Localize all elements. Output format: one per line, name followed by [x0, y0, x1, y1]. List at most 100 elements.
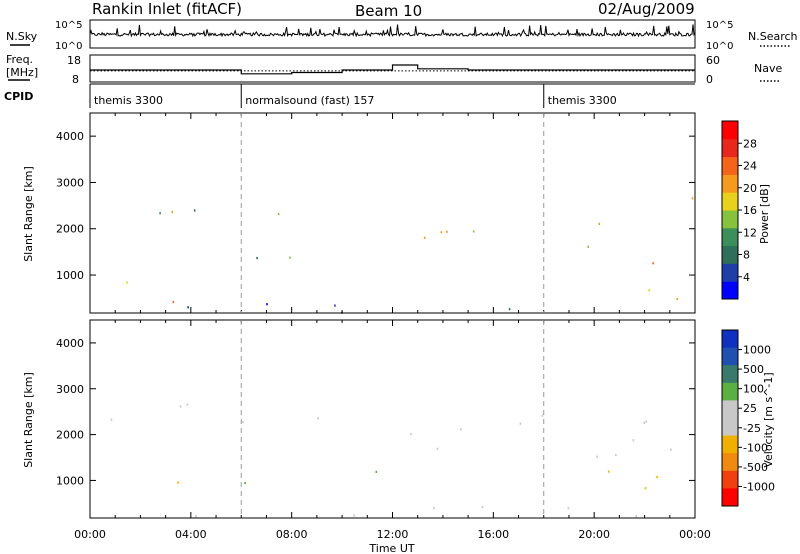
colorbar-swatch	[722, 174, 738, 193]
colorbar-swatch	[722, 330, 738, 349]
velocity-ylabel: Slant Range [km]	[22, 372, 35, 468]
scatter-cell	[433, 507, 435, 510]
velocity-x-axis	[89, 320, 696, 518]
power-ylabel: Slant Range [km]	[22, 166, 35, 262]
colorbar-swatch	[722, 210, 738, 229]
colorbar-swatch	[722, 192, 738, 211]
scatter-cell	[410, 433, 412, 436]
colorbar-tick-label: 8	[743, 249, 750, 262]
scatter-cell	[670, 448, 672, 451]
cpid-segments: themis 3300 normalsound (fast) 157 themis …	[89, 84, 617, 108]
scatter-cell	[436, 447, 439, 450]
scatter-cell	[423, 236, 426, 239]
colorbar-tick-label: -100	[743, 441, 768, 454]
colorbar-tick-label: 100	[743, 383, 764, 396]
scatter-cell	[596, 455, 598, 458]
nsearch-label: N.Search	[748, 30, 798, 43]
scatter-cell	[440, 231, 443, 234]
scatter-cell	[648, 289, 650, 292]
colorbar-swatch	[722, 453, 738, 472]
y-tick-label: 1000	[56, 269, 84, 282]
power-mode-change-lines	[240, 113, 545, 313]
nave-label: Nave	[754, 62, 782, 75]
y-tick-label: 2000	[56, 429, 84, 442]
colorbar-swatch	[722, 121, 738, 140]
x-tick-label: 08:00	[276, 528, 308, 541]
scatter-cell	[567, 507, 570, 510]
colorbar-swatch	[722, 365, 738, 384]
colorbar-tick-label: 1000	[743, 344, 771, 357]
xlabel: Time UT	[368, 542, 414, 554]
colorbar-swatch	[722, 418, 738, 437]
cpid-segment-label: themis 3300	[548, 94, 617, 107]
colorbar-swatch	[722, 382, 738, 401]
colorbar-tick-label: -1000	[743, 480, 775, 493]
x-tick-label: 12:00	[377, 528, 409, 541]
y-tick-label: 2000	[56, 223, 84, 236]
colorbar-tick-label: 24	[743, 160, 757, 173]
nsearch-tick-bottom: 10^0	[706, 41, 733, 52]
scatter-cell	[375, 470, 378, 473]
date-title: 02/Aug/2009	[598, 0, 695, 18]
velocity-scatter	[110, 403, 672, 518]
colorbar-swatch	[722, 281, 738, 300]
scatter-cell	[187, 306, 189, 309]
scatter-cell	[644, 487, 647, 490]
freq-label-1: Freq.	[6, 53, 33, 66]
scatter-cell	[656, 475, 658, 479]
scatter-cell	[645, 420, 647, 423]
scatter-cell	[643, 421, 646, 424]
colorbar-swatch	[722, 263, 738, 282]
colorbar-tick-label: 20	[743, 182, 757, 195]
colorbar-swatch	[722, 227, 738, 247]
velocity-colorbar-label: Velocity [m s^-1]	[762, 372, 775, 467]
colorbar-swatch	[722, 470, 738, 489]
power-panel-frame	[89, 112, 696, 314]
y-tick-label: 1000	[56, 474, 84, 487]
y-tick-label: 4000	[56, 337, 84, 350]
scatter-cell	[632, 439, 635, 442]
cpid-segment-label: themis 3300	[94, 94, 163, 107]
colorbar-tick-label: 16	[743, 204, 757, 217]
colorbar-swatch	[722, 488, 738, 507]
x-tick-label: 00:00	[679, 528, 711, 541]
colorbar-frame	[721, 329, 739, 507]
time-axis-labels: 00:00 04:00 08:00 12:00 16:00 20:00 00:00	[74, 528, 711, 541]
scatter-cell	[172, 300, 175, 304]
scatter-cell	[635, 515, 637, 518]
velocity-colorbar: 1000 500 100 25 -25 -100 -500 -1000	[721, 329, 775, 507]
nsky-label: N.Sky	[6, 30, 38, 43]
scatter-cell	[446, 230, 448, 233]
x-tick-label: 16:00	[477, 528, 509, 541]
scatter-cell	[615, 453, 617, 457]
scatter-cell	[195, 515, 197, 518]
scatter-cell	[481, 506, 484, 509]
scatter-cell	[459, 428, 462, 431]
colorbar-tick-label: 25	[743, 402, 757, 415]
scatter-cell	[277, 212, 280, 216]
y-tick-label: 3000	[56, 176, 84, 189]
freq-tick-top: 18	[67, 54, 81, 67]
colorbar-tick-label: 500	[743, 363, 764, 376]
scatter-cell	[691, 197, 694, 200]
x-tick-label: 04:00	[175, 528, 207, 541]
colorbar-tick-label: -500	[743, 461, 768, 474]
scatter-cell	[179, 405, 182, 408]
velocity-mode-change-lines	[240, 320, 545, 518]
scatter-cell	[242, 420, 244, 424]
scatter-cell	[256, 256, 258, 260]
scatter-cell	[289, 256, 291, 259]
scatter-cell	[110, 418, 113, 421]
power-colorbar: 4 8 12 16 20 24 28	[721, 120, 757, 300]
radar-title: Rankin Inlet (fitACF)	[92, 0, 242, 18]
nsky-tick-top: 10^5	[55, 20, 82, 31]
power-y-axis: 1000 2000 3000 4000	[56, 130, 695, 282]
nsky-trace	[89, 24, 696, 38]
colorbar-tick-label: 28	[743, 137, 757, 150]
y-tick-label: 3000	[56, 383, 84, 396]
scatter-cell	[598, 222, 601, 225]
scatter-cell	[244, 481, 246, 485]
freq-label-2: [MHz]	[6, 66, 38, 79]
velocity-y-axis: 1000 2000 3000 4000	[56, 337, 695, 487]
